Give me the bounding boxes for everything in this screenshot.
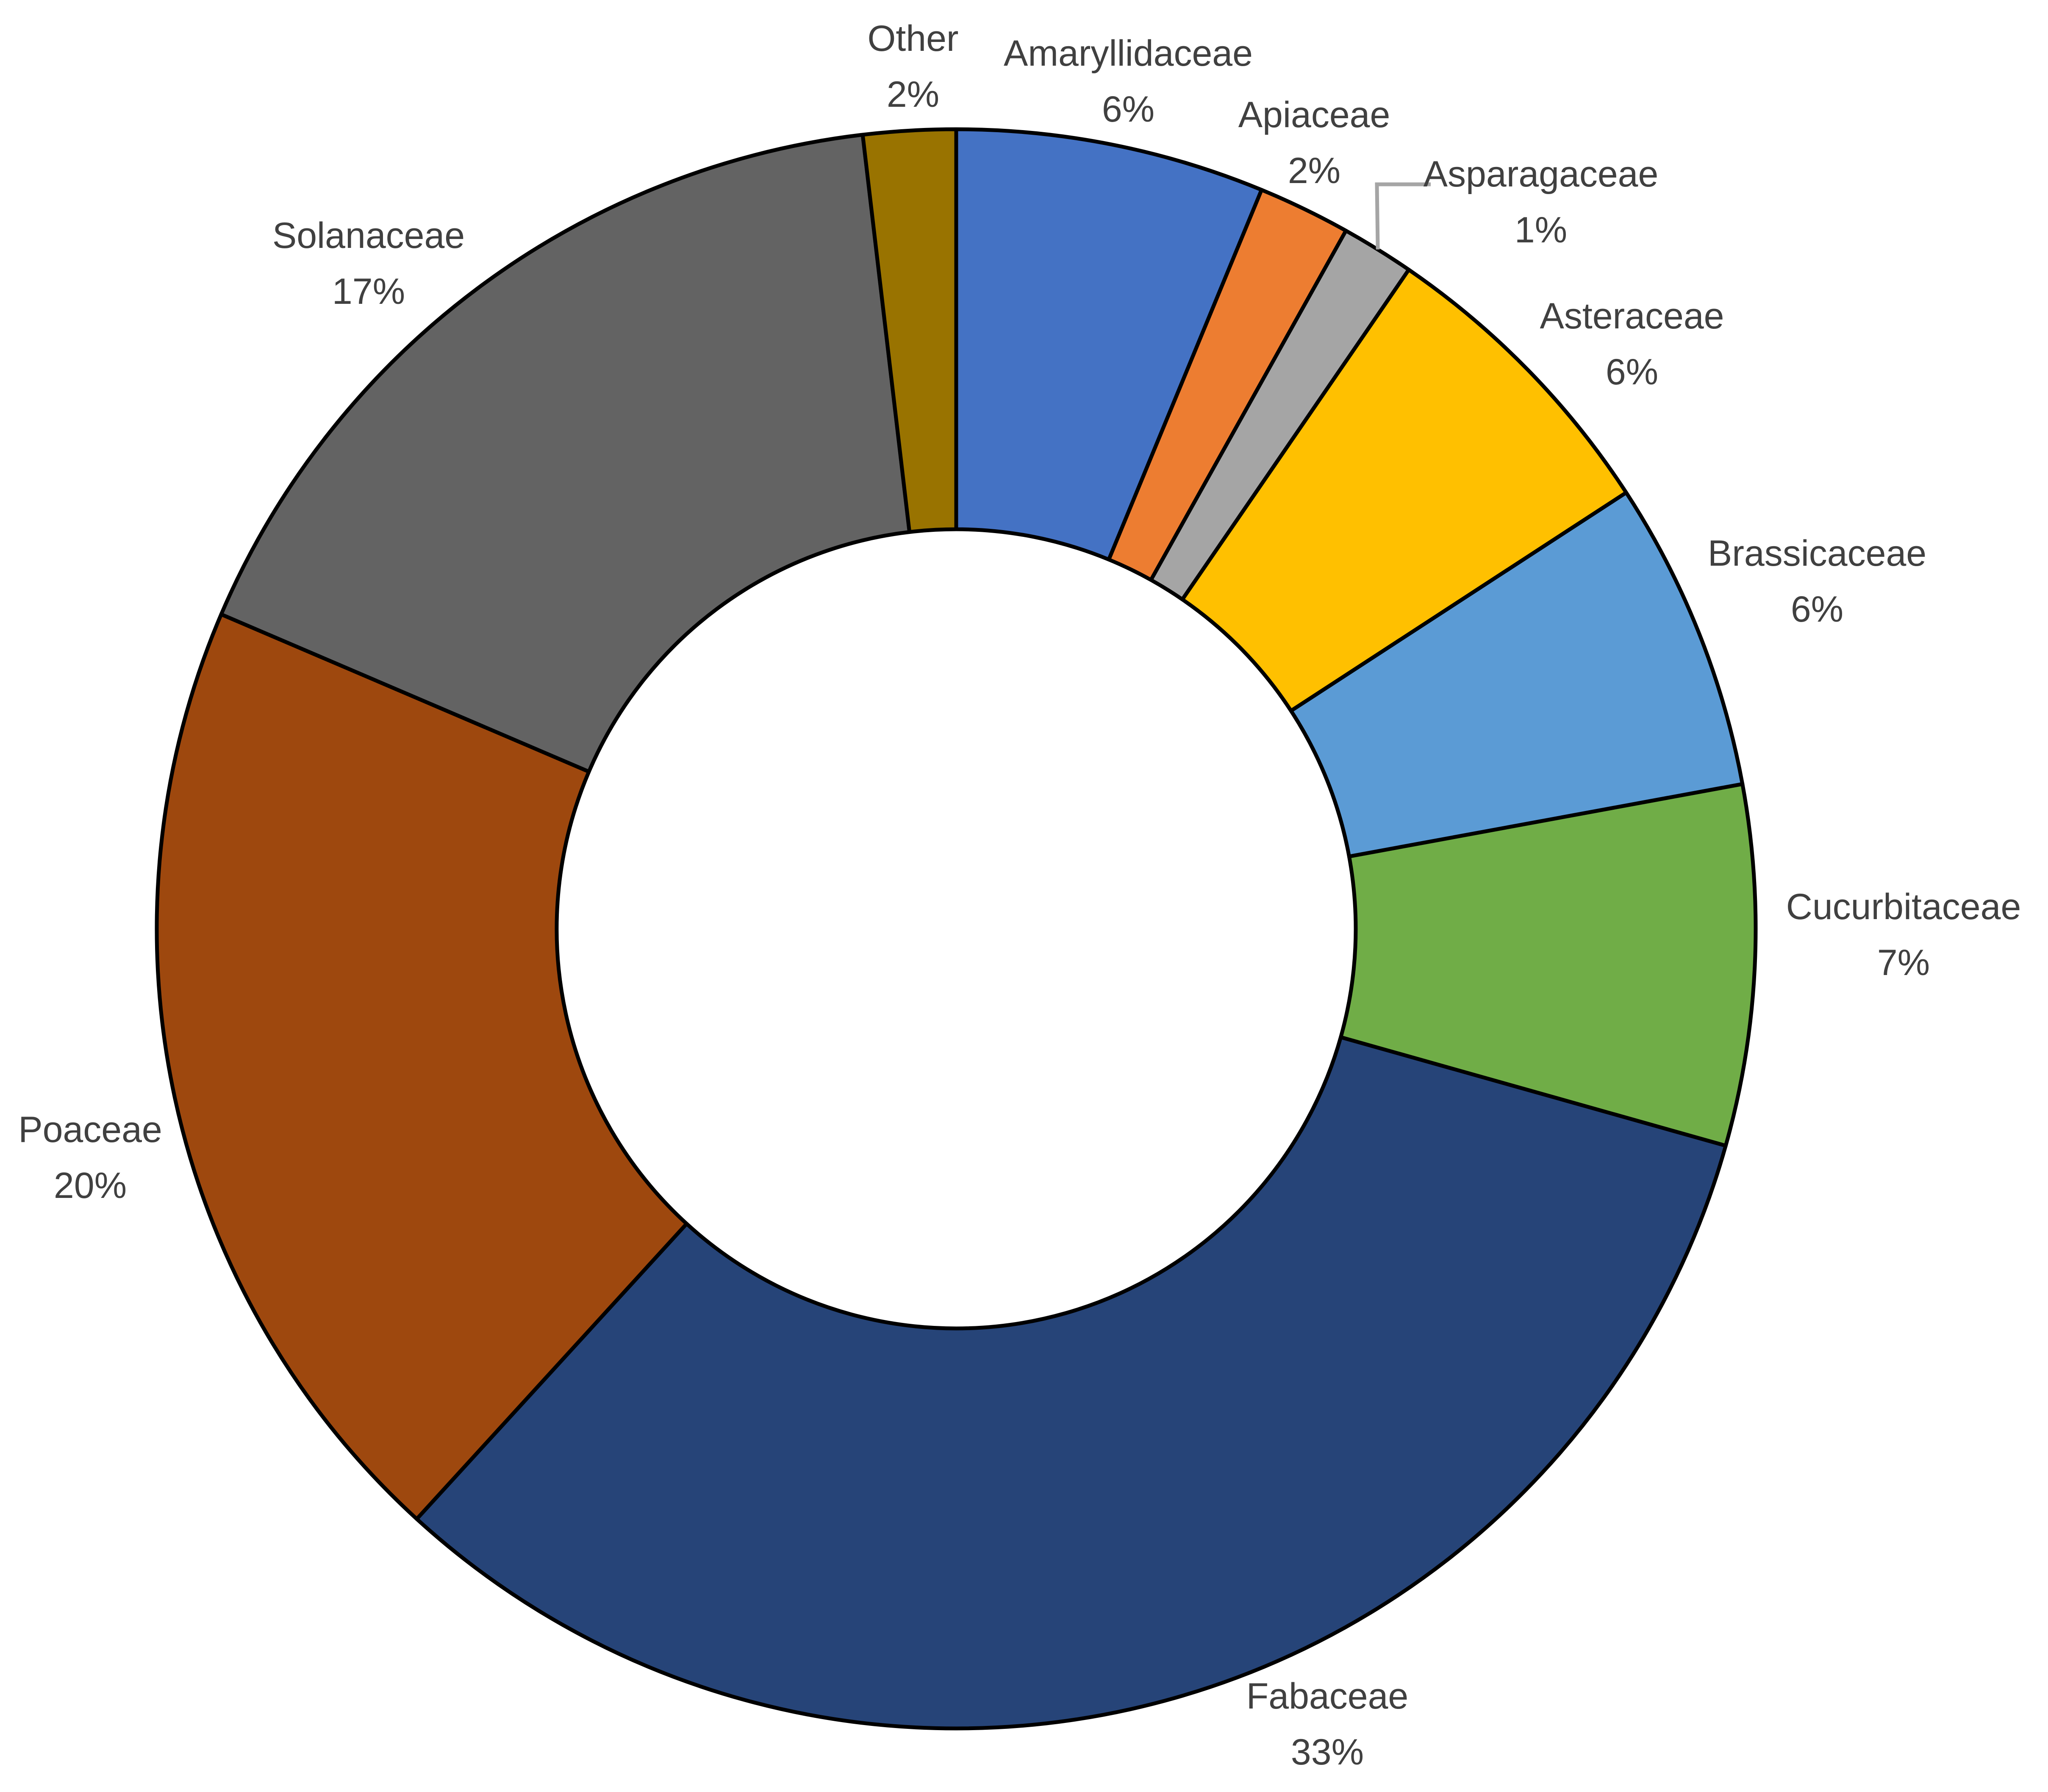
slice-asteraceae — [1180, 267, 1628, 713]
slice-other — [860, 127, 958, 534]
slice-amaryllidaceae — [954, 127, 1264, 561]
data-label-apiaceae: Apiaceae 2% — [1238, 94, 1390, 191]
category-label: Solanaceae — [272, 215, 465, 256]
percent-label: 7% — [1877, 942, 1930, 983]
data-label-brassicaceae: Brassicaceae 6% — [1708, 533, 1926, 630]
percent-label: 6% — [1791, 589, 1843, 630]
data-label-poaceae: Poaceae 20% — [18, 1109, 162, 1206]
percent-label: 6% — [1606, 352, 1658, 392]
category-label: Amaryllidaceae — [1004, 33, 1253, 74]
leader-line-asparagaceae — [1375, 182, 1431, 250]
category-label: Other — [867, 18, 958, 59]
category-label: Fabaceae — [1246, 1676, 1409, 1717]
percent-label: 17% — [332, 271, 405, 312]
category-label: Asteraceae — [1540, 296, 1724, 336]
slice-fabaceae — [415, 1035, 1728, 1731]
category-label: Poaceae — [18, 1109, 162, 1150]
data-label-fabaceae: Fabaceae 33% — [1246, 1676, 1409, 1773]
slice-solanaceae — [219, 133, 912, 774]
slice-cucurbitaceae — [1339, 782, 1758, 1148]
data-label-other: Other 2% — [867, 18, 958, 115]
percent-label: 2% — [1288, 150, 1340, 191]
percent-label: 20% — [54, 1165, 127, 1206]
data-label-asparagaceae: Asparagaceae 1% — [1424, 154, 1659, 250]
data-label-solanaceae: Solanaceae 17% — [272, 215, 465, 312]
percent-label: 33% — [1291, 1732, 1364, 1773]
percent-label: 2% — [887, 74, 939, 115]
percent-label: 1% — [1515, 210, 1567, 250]
category-label: Brassicaceae — [1708, 533, 1926, 574]
data-label-amaryllidaceae: Amaryllidaceae 6% — [1004, 33, 1253, 130]
data-label-cucurbitaceae: Cucurbitaceae 7% — [1786, 886, 2021, 983]
category-label: Apiaceae — [1238, 94, 1390, 135]
category-label: Cucurbitaceae — [1786, 886, 2021, 927]
data-label-asteraceae: Asteraceae 6% — [1540, 296, 1724, 392]
category-label: Asparagaceae — [1424, 154, 1659, 194]
slice-poaceae — [155, 612, 689, 1521]
percent-label: 6% — [1102, 89, 1154, 130]
slice-brassicaceae — [1289, 490, 1745, 858]
